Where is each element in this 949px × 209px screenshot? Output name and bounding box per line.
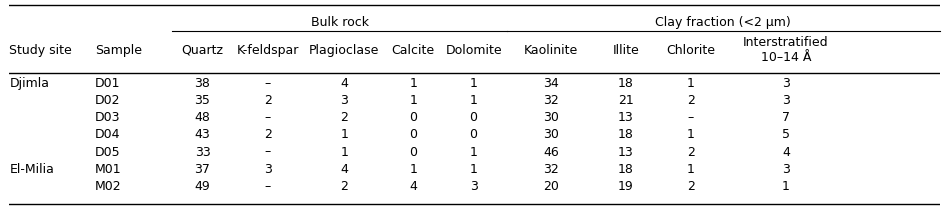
Text: 7: 7	[782, 111, 791, 124]
Text: Study site: Study site	[9, 44, 72, 57]
Text: 46: 46	[544, 145, 559, 159]
Text: 0: 0	[470, 111, 477, 124]
Text: Plagioclase: Plagioclase	[309, 44, 380, 57]
Text: 1: 1	[782, 180, 790, 193]
Text: 20: 20	[543, 180, 559, 193]
Text: D03: D03	[95, 111, 121, 124]
Text: Kaolinite: Kaolinite	[524, 44, 578, 57]
Text: 38: 38	[195, 77, 211, 90]
Text: 1: 1	[409, 94, 417, 107]
Text: 1: 1	[341, 128, 348, 141]
Text: M01: M01	[95, 163, 121, 176]
Text: 33: 33	[195, 145, 211, 159]
Text: 1: 1	[409, 163, 417, 176]
Text: 2: 2	[687, 180, 695, 193]
Text: Clay fraction (<2 μm): Clay fraction (<2 μm)	[656, 16, 791, 29]
Text: Quartz: Quartz	[181, 44, 223, 57]
Text: 21: 21	[618, 94, 634, 107]
Text: 30: 30	[543, 111, 559, 124]
Text: 4: 4	[341, 77, 348, 90]
Text: Bulk rock: Bulk rock	[310, 16, 368, 29]
Text: 0: 0	[409, 145, 418, 159]
Text: Djimla: Djimla	[9, 77, 49, 90]
Text: 2: 2	[687, 94, 695, 107]
Text: 1: 1	[687, 163, 695, 176]
Text: Dolomite: Dolomite	[445, 44, 502, 57]
Text: D04: D04	[95, 128, 121, 141]
Text: 18: 18	[618, 128, 634, 141]
Text: Illite: Illite	[612, 44, 639, 57]
Text: 18: 18	[618, 77, 634, 90]
Text: 18: 18	[618, 163, 634, 176]
Text: 4: 4	[409, 180, 417, 193]
Text: K-feldspar: K-feldspar	[236, 44, 299, 57]
Text: 1: 1	[687, 128, 695, 141]
Text: 2: 2	[264, 94, 271, 107]
Text: 48: 48	[195, 111, 211, 124]
Text: 34: 34	[544, 77, 559, 90]
Text: 2: 2	[264, 128, 271, 141]
Text: Calcite: Calcite	[392, 44, 435, 57]
Text: 2: 2	[341, 111, 348, 124]
Text: 3: 3	[341, 94, 348, 107]
Text: 0: 0	[470, 128, 477, 141]
Text: –: –	[265, 145, 270, 159]
Text: 3: 3	[264, 163, 271, 176]
Text: 3: 3	[782, 94, 790, 107]
Text: 49: 49	[195, 180, 211, 193]
Text: 1: 1	[341, 145, 348, 159]
Text: D02: D02	[95, 94, 121, 107]
Text: 0: 0	[409, 128, 418, 141]
Text: 1: 1	[470, 145, 477, 159]
Text: –: –	[688, 111, 694, 124]
Text: 13: 13	[618, 145, 634, 159]
Text: 4: 4	[341, 163, 348, 176]
Text: 19: 19	[618, 180, 634, 193]
Text: Sample: Sample	[95, 44, 142, 57]
Text: 3: 3	[470, 180, 477, 193]
Text: 2: 2	[687, 145, 695, 159]
Text: 5: 5	[782, 128, 791, 141]
Text: 37: 37	[195, 163, 211, 176]
Text: 43: 43	[195, 128, 211, 141]
Text: Interstratified
10–14 Å: Interstratified 10–14 Å	[743, 36, 828, 64]
Text: –: –	[265, 77, 270, 90]
Text: 4: 4	[782, 145, 790, 159]
Text: Chlorite: Chlorite	[666, 44, 716, 57]
Text: 35: 35	[195, 94, 211, 107]
Text: 30: 30	[543, 128, 559, 141]
Text: 13: 13	[618, 111, 634, 124]
Text: 1: 1	[687, 77, 695, 90]
Text: M02: M02	[95, 180, 121, 193]
Text: 3: 3	[782, 77, 790, 90]
Text: 32: 32	[544, 163, 559, 176]
Text: 3: 3	[782, 163, 790, 176]
Text: 2: 2	[341, 180, 348, 193]
Text: 32: 32	[544, 94, 559, 107]
Text: –: –	[265, 111, 270, 124]
Text: 1: 1	[470, 77, 477, 90]
Text: 1: 1	[470, 163, 477, 176]
Text: –: –	[265, 180, 270, 193]
Text: D01: D01	[95, 77, 121, 90]
Text: 1: 1	[409, 77, 417, 90]
Text: 0: 0	[409, 111, 418, 124]
Text: 1: 1	[470, 94, 477, 107]
Text: D05: D05	[95, 145, 121, 159]
Text: El-Milia: El-Milia	[9, 163, 54, 176]
